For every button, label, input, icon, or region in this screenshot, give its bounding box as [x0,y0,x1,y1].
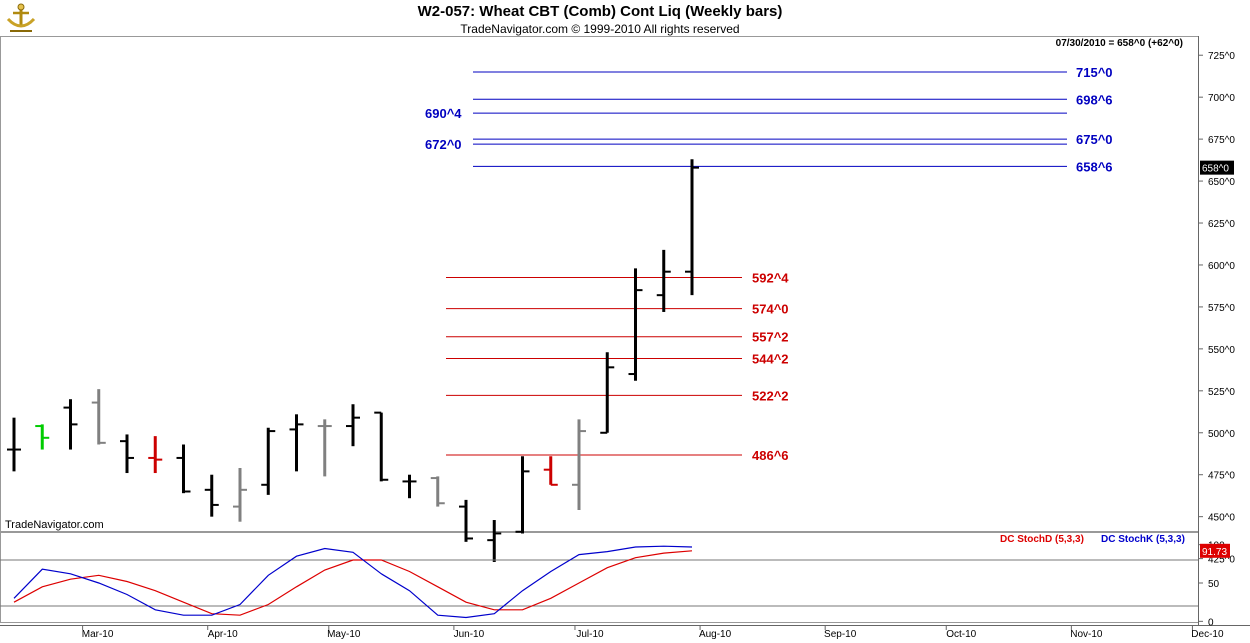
price-axis-tick-label: 625^0 [1208,219,1235,230]
ohlc-bar [600,352,615,434]
red-level-label: 522^2 [752,388,789,403]
stoch-series-line [13,550,693,616]
ohlc-bar [572,419,586,510]
ohlc-bar [120,434,134,474]
ohlc-bar [289,414,304,472]
price-axis-tick-label: 425^0 [1208,555,1235,566]
date-axis-label: Sep-10 [824,629,857,640]
red-level-label: 574^0 [752,302,789,317]
ohlc-bar [346,404,360,447]
copyright-subtitle: TradeNavigator.com © 1999-2010 All right… [460,22,740,36]
blue-level-label: 715^0 [1076,65,1113,80]
price-axis-tick-label: 675^0 [1208,135,1235,146]
ohlc-bar [35,424,50,450]
blue-level-label: 698^6 [1076,92,1113,107]
chart-title: W2-057: Wheat CBT (Comb) Cont Liq (Weekl… [417,3,783,20]
date-axis-label: Aug-10 [699,629,732,640]
price-axis-tick-label: 525^0 [1208,387,1235,398]
ohlc-bar [148,436,163,474]
ohlc-bar [261,427,276,495]
price-axis-tick-label: 600^0 [1208,261,1235,272]
ohlc-bar [543,456,558,486]
ohlc-bar [656,249,671,312]
last-stoch-box [1200,543,1230,558]
stoch-series-line [13,545,693,619]
ohlc-bar [63,399,78,450]
price-axis-tick-label: 700^0 [1208,93,1235,104]
date-axis-label: Dec-10 [1191,629,1224,640]
price-axis-tick-label: 475^0 [1208,471,1235,482]
ohlc-bar [317,419,332,477]
blue-level-label: 675^0 [1076,132,1113,147]
ohlc-bar [176,444,191,494]
price-axis-tick-label: 450^0 [1208,513,1235,524]
date-axis-label: Apr-10 [208,629,238,640]
last-price-label: 658^0 [1202,164,1229,175]
price-axis-tick-label: 550^0 [1208,345,1235,356]
date-axis-label: Jul-10 [576,629,604,640]
price-axis-tick-label: 650^0 [1208,177,1235,188]
ohlc-bar [204,474,219,517]
stoch-panel-frame [0,532,1199,623]
price-axis-tick-label: 500^0 [1208,429,1235,440]
last-price-box [1200,160,1234,175]
ohlc-bar [685,159,699,296]
stoch-d-legend: DC StochD (5,3,3) [1000,534,1084,545]
date-axis-label: Oct-10 [946,629,976,640]
ohlc-bar [374,411,389,482]
ohlc-bar [459,499,473,542]
date-axis-label: May-10 [327,629,361,640]
ohlc-bar [91,389,106,445]
ohlc-bar [628,268,643,381]
red-level-label: 486^6 [752,448,789,463]
blue-level-label: 658^6 [1076,159,1113,174]
red-level-label: 557^2 [752,330,789,345]
info-line: 07/30/2010 = 658^0 (+62^0) [1056,38,1183,49]
ohlc-bar [487,520,502,562]
date-axis-label: Nov-10 [1070,629,1103,640]
date-axis-label: Mar-10 [82,629,114,640]
ohlc-bar [7,417,21,472]
last-stoch-label: 91.73 [1202,547,1227,558]
stoch-axis-tick-label: 50 [1208,579,1220,590]
stoch-k-legend: DC StochK (5,3,3) [1101,534,1185,545]
blue-level-label: 690^4 [425,106,462,121]
trade-navigator-logo-icon [4,3,38,40]
date-axis-label: Jun-10 [454,629,485,640]
ohlc-bar [515,456,530,534]
ohlc-bar [402,474,417,499]
red-level-label: 544^2 [752,352,789,367]
ohlc-bar [430,476,445,507]
stoch-axis-tick-label: 0 [1208,617,1214,628]
red-level-label: 592^4 [752,271,789,286]
price-axis-tick-label: 575^0 [1208,303,1235,314]
ohlc-bar [233,468,247,522]
price-axis-tick-label: 725^0 [1208,51,1235,62]
watermark-text: TradeNavigator.com [5,519,104,531]
blue-level-label: 672^0 [425,137,462,152]
